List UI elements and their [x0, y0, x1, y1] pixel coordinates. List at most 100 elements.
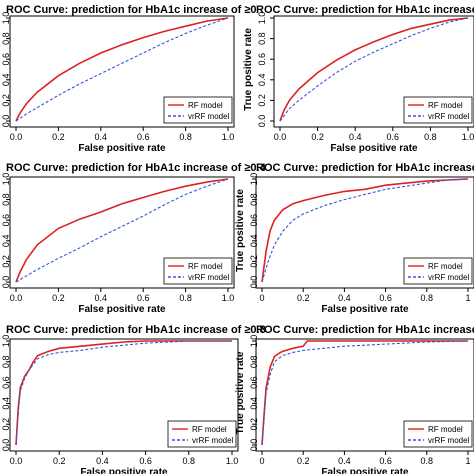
y-tick-label: 0.0: [1, 439, 11, 452]
plot-frame: [9, 176, 235, 289]
y-tick-label: 0.6: [249, 214, 259, 227]
chart-title: ROC Curve: prediction for HbA1c increase…: [256, 162, 474, 174]
y-tick-label: 0.4: [1, 397, 11, 410]
legend-label: RF model: [188, 101, 223, 110]
legend-label: RF model: [428, 101, 463, 110]
x-axis-label: False positive rate: [78, 304, 166, 315]
y-tick-label: 0.6: [257, 53, 267, 66]
x-tick-label: 0.2: [52, 293, 65, 303]
x-tick-label: 0: [259, 293, 264, 303]
x-tick-label: 0.2: [53, 456, 66, 466]
x-axis-label: False positive rate: [80, 467, 168, 474]
y-tick-label: 0.0: [1, 276, 11, 289]
plot-frame: [255, 176, 474, 289]
y-tick-label: 0.2: [1, 94, 11, 107]
y-tick-label: 0.6: [1, 53, 11, 66]
roc-panel-6: ROC Curve: prediction for HbA1c increase…: [235, 324, 474, 474]
x-tick-label: 1.0: [222, 132, 235, 142]
x-axis-label: False positive rate: [78, 143, 166, 154]
y-tick-label: 0.4: [249, 235, 259, 248]
y-tick-label: 0.8: [1, 356, 11, 369]
y-tick-label: 0.2: [1, 255, 11, 268]
x-tick-label: 0.6: [137, 132, 150, 142]
legend-label: vrRF model: [428, 273, 470, 282]
roc-line-rf-model: [279, 17, 469, 122]
x-tick-label: 0.8: [179, 132, 192, 142]
x-tick-label: 0.8: [424, 132, 437, 142]
x-tick-label: 0.4: [95, 132, 108, 142]
x-tick-label: 0.8: [421, 293, 434, 303]
roc-line-rf-model: [261, 178, 469, 283]
chart-title: ROC Curve: prediction for HbA1c increase…: [6, 162, 267, 174]
plot-frame: [255, 338, 474, 452]
y-tick-label: 0.2: [249, 255, 259, 268]
chart-title: ROC Curve: prediction for HbA1c increase…: [256, 324, 474, 336]
roc-line-rf-model: [261, 340, 468, 446]
x-tick-label: 0.0: [10, 132, 23, 142]
x-tick-label: 0: [259, 456, 264, 466]
x-tick-label: 0.0: [274, 132, 287, 142]
roc-panel-5: ROC Curve: prediction for HbA1c increase…: [1, 324, 266, 474]
legend-label: RF model: [192, 425, 227, 434]
x-tick-label: 0.4: [338, 456, 351, 466]
x-axis-label: False positive rate: [321, 467, 409, 474]
roc-line-vrrf-model: [261, 340, 469, 446]
roc-line-rf-model: [15, 17, 229, 122]
plot-frame: [9, 15, 235, 128]
legend-box: [163, 96, 233, 124]
x-tick-label: 0.6: [387, 132, 400, 142]
x-tick-label: 0.4: [95, 293, 108, 303]
y-tick-label: 0.4: [1, 235, 11, 248]
x-tick-label: 0.4: [96, 456, 109, 466]
roc-panel-3: ROC Curve: prediction for HbA1c increase…: [1, 162, 267, 315]
x-tick-label: 0.8: [421, 456, 434, 466]
roc-line-rf-model: [15, 178, 229, 283]
x-tick-label: 0.4: [349, 132, 362, 142]
x-tick-label: 0.0: [10, 456, 23, 466]
x-tick-label: 1.0: [222, 293, 235, 303]
roc-panel-1: ROC Curve: prediction for HbA1c increase…: [1, 4, 257, 154]
x-tick-label: 1.0: [462, 132, 474, 142]
y-tick-label: 0.8: [1, 193, 11, 206]
y-tick-label: 1.0: [249, 335, 259, 348]
y-tick-label: 0.0: [1, 115, 11, 128]
plot-frame: [273, 15, 474, 128]
x-tick-label: 0.2: [52, 132, 65, 142]
x-tick-label: 0.2: [297, 293, 310, 303]
y-tick-label: 0.6: [249, 376, 259, 389]
roc-line-rf-model: [15, 340, 232, 446]
roc-line-vrrf-model: [15, 178, 229, 283]
x-tick-label: 0.2: [297, 456, 310, 466]
x-tick-label: 0.2: [311, 132, 324, 142]
y-tick-label: 0.4: [257, 74, 267, 87]
y-tick-label: 0.8: [249, 356, 259, 369]
roc-panel-4: ROC Curve: prediction for HbA1c increase…: [235, 162, 474, 315]
roc-line-vrrf-model: [279, 17, 469, 122]
y-axis-label: True positive rate: [235, 189, 246, 272]
x-tick-label: 0.8: [183, 456, 196, 466]
chart-title: ROC Curve: prediction for HbA1c increase…: [6, 4, 257, 16]
legend-label: RF model: [188, 262, 223, 271]
y-tick-label: 0.4: [1, 74, 11, 87]
x-tick-label: 0.4: [338, 293, 351, 303]
roc-line-vrrf-model: [15, 340, 232, 446]
y-axis-label: True positive rate: [243, 28, 254, 111]
y-tick-label: 0.2: [249, 418, 259, 431]
x-tick-label: 0.6: [379, 456, 392, 466]
legend-label: RF model: [428, 425, 463, 434]
x-tick-label: 1.0: [226, 456, 239, 466]
y-tick-label: 0.6: [1, 376, 11, 389]
x-tick-label: 0.6: [137, 293, 150, 303]
roc-line-vrrf-model: [261, 178, 469, 283]
chart-title: ROC Curve: prediction for HbA1c increase…: [256, 4, 474, 16]
roc-panel-2: ROC Curve: prediction for HbA1c increase…: [243, 4, 474, 154]
y-tick-label: 0.4: [249, 397, 259, 410]
legend-box: [403, 420, 473, 448]
x-axis-label: False positive rate: [321, 304, 409, 315]
chart-title: ROC Curve: prediction for HbA1c increase…: [6, 324, 266, 336]
legend-label: vrRF model: [188, 112, 230, 121]
legend-box: [403, 257, 473, 285]
y-tick-label: 1.0: [249, 173, 259, 186]
y-tick-label: 0.2: [257, 94, 267, 107]
y-tick-label: 0.6: [1, 214, 11, 227]
